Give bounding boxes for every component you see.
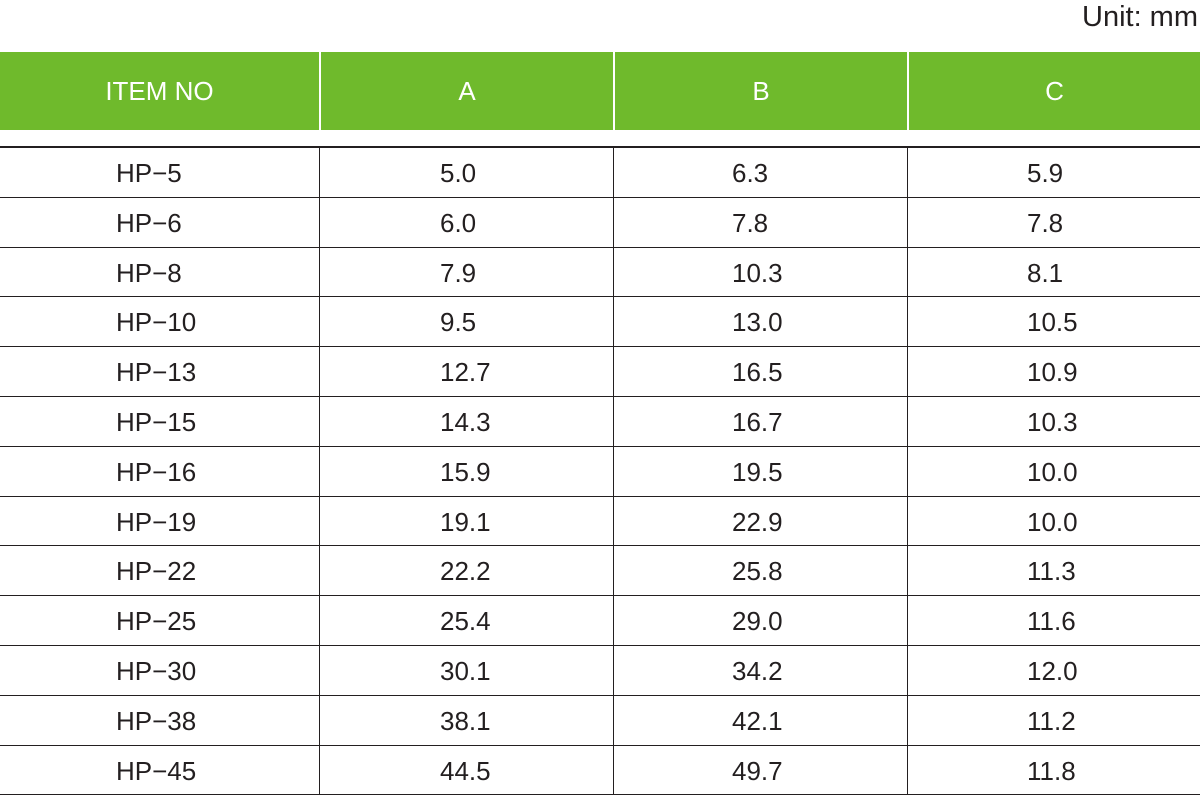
unit-label: Unit: mm: [1082, 1, 1198, 33]
table-row: HP−45 44.5 49.7 11.8: [0, 745, 1200, 796]
table-row: HP−10 9.5 13.0 10.5: [0, 297, 1200, 348]
cell-b: 10.3: [613, 247, 907, 297]
cell-item-no: HP−25: [116, 606, 197, 637]
cell-item-no: HP−38: [116, 705, 197, 736]
cell-item-no: HP−6: [116, 207, 182, 238]
header-b: B: [613, 52, 907, 130]
cell-a: 30.1: [319, 645, 613, 695]
cell-c: 10.5: [907, 297, 1200, 347]
cell-c: 11.3: [907, 546, 1200, 596]
table-row: HP−19 19.1 22.9 10.0: [0, 496, 1200, 547]
cell-b: 42.1: [613, 695, 907, 745]
cell-c: 11.8: [907, 745, 1200, 795]
cell-a: 44.5: [319, 745, 613, 795]
cell-a: 15.9: [319, 446, 613, 496]
table-body: HP−5 5.0 6.3 5.9 HP−6 6.0 7.8 7.8 HP−8 7.9 10.3 8.1…: [0, 148, 1200, 796]
cell-item-no: HP−22: [116, 556, 197, 587]
cell-b: 34.2: [613, 645, 907, 695]
cell-a: 22.2: [319, 546, 613, 596]
cell-b: 16.7: [613, 396, 907, 446]
cell-c: 8.1: [907, 247, 1200, 297]
cell-a: 7.9: [319, 247, 613, 297]
cell-item-no: HP−5: [116, 158, 182, 188]
cell-item-no: HP−8: [116, 257, 182, 288]
cell-a: 38.1: [319, 695, 613, 745]
header-item-no: ITEM NO: [105, 76, 214, 106]
cell-c: 10.9: [907, 347, 1200, 396]
table-row: HP−13 12.7 16.5 10.9: [0, 347, 1200, 397]
cell-c: 10.0: [907, 496, 1200, 546]
cell-b: 7.8: [613, 197, 907, 247]
cell-item-no: HP−10: [116, 307, 197, 338]
cell-item-no: HP−19: [116, 506, 197, 537]
cell-b: 22.9: [613, 496, 907, 546]
cell-item-no: HP−16: [116, 456, 197, 487]
cell-b: 19.5: [613, 446, 907, 496]
table-row: HP−38 38.1 42.1 11.2: [0, 695, 1200, 746]
cell-b: 29.0: [613, 596, 907, 645]
table-row: HP−25 25.4 29.0 11.6: [0, 596, 1200, 646]
cell-item-no: HP−30: [116, 655, 197, 686]
table-row: HP−5 5.0 6.3 5.9: [0, 148, 1200, 198]
cell-item-no: HP−45: [116, 755, 197, 786]
cell-b: 49.7: [613, 745, 907, 795]
header-c: C: [907, 52, 1200, 130]
table-row: HP−6 6.0 7.8 7.8: [0, 197, 1200, 248]
header-a: A: [319, 52, 613, 130]
table-row: HP−30 30.1 34.2 12.0: [0, 645, 1200, 696]
table-top-rule: [0, 146, 1200, 148]
cell-c: 11.6: [907, 596, 1200, 645]
cell-a: 6.0: [319, 197, 613, 247]
cell-c: 10.3: [907, 396, 1200, 446]
cell-b: 16.5: [613, 347, 907, 396]
cell-c: 7.8: [907, 197, 1200, 247]
cell-c: 5.9: [907, 148, 1200, 197]
table-row: HP−8 7.9 10.3 8.1: [0, 247, 1200, 298]
table-row: HP−22 22.2 25.8 11.3: [0, 546, 1200, 597]
cell-c: 11.2: [907, 695, 1200, 745]
cell-c: 10.0: [907, 446, 1200, 496]
cell-a: 5.0: [319, 148, 613, 197]
cell-b: 6.3: [613, 148, 907, 197]
cell-a: 19.1: [319, 496, 613, 546]
cell-c: 12.0: [907, 645, 1200, 695]
cell-a: 12.7: [319, 347, 613, 396]
cell-a: 25.4: [319, 596, 613, 645]
cell-b: 13.0: [613, 297, 907, 347]
cell-a: 14.3: [319, 396, 613, 446]
cell-item-no: HP−13: [116, 357, 197, 388]
cell-b: 25.8: [613, 546, 907, 596]
table-header: ITEM NO A B C: [0, 52, 1200, 130]
cell-item-no: HP−15: [116, 406, 197, 437]
table-row: HP−15 14.3 16.7 10.3: [0, 396, 1200, 447]
table-row: HP−16 15.9 19.5 10.0: [0, 446, 1200, 497]
cell-a: 9.5: [319, 297, 613, 347]
